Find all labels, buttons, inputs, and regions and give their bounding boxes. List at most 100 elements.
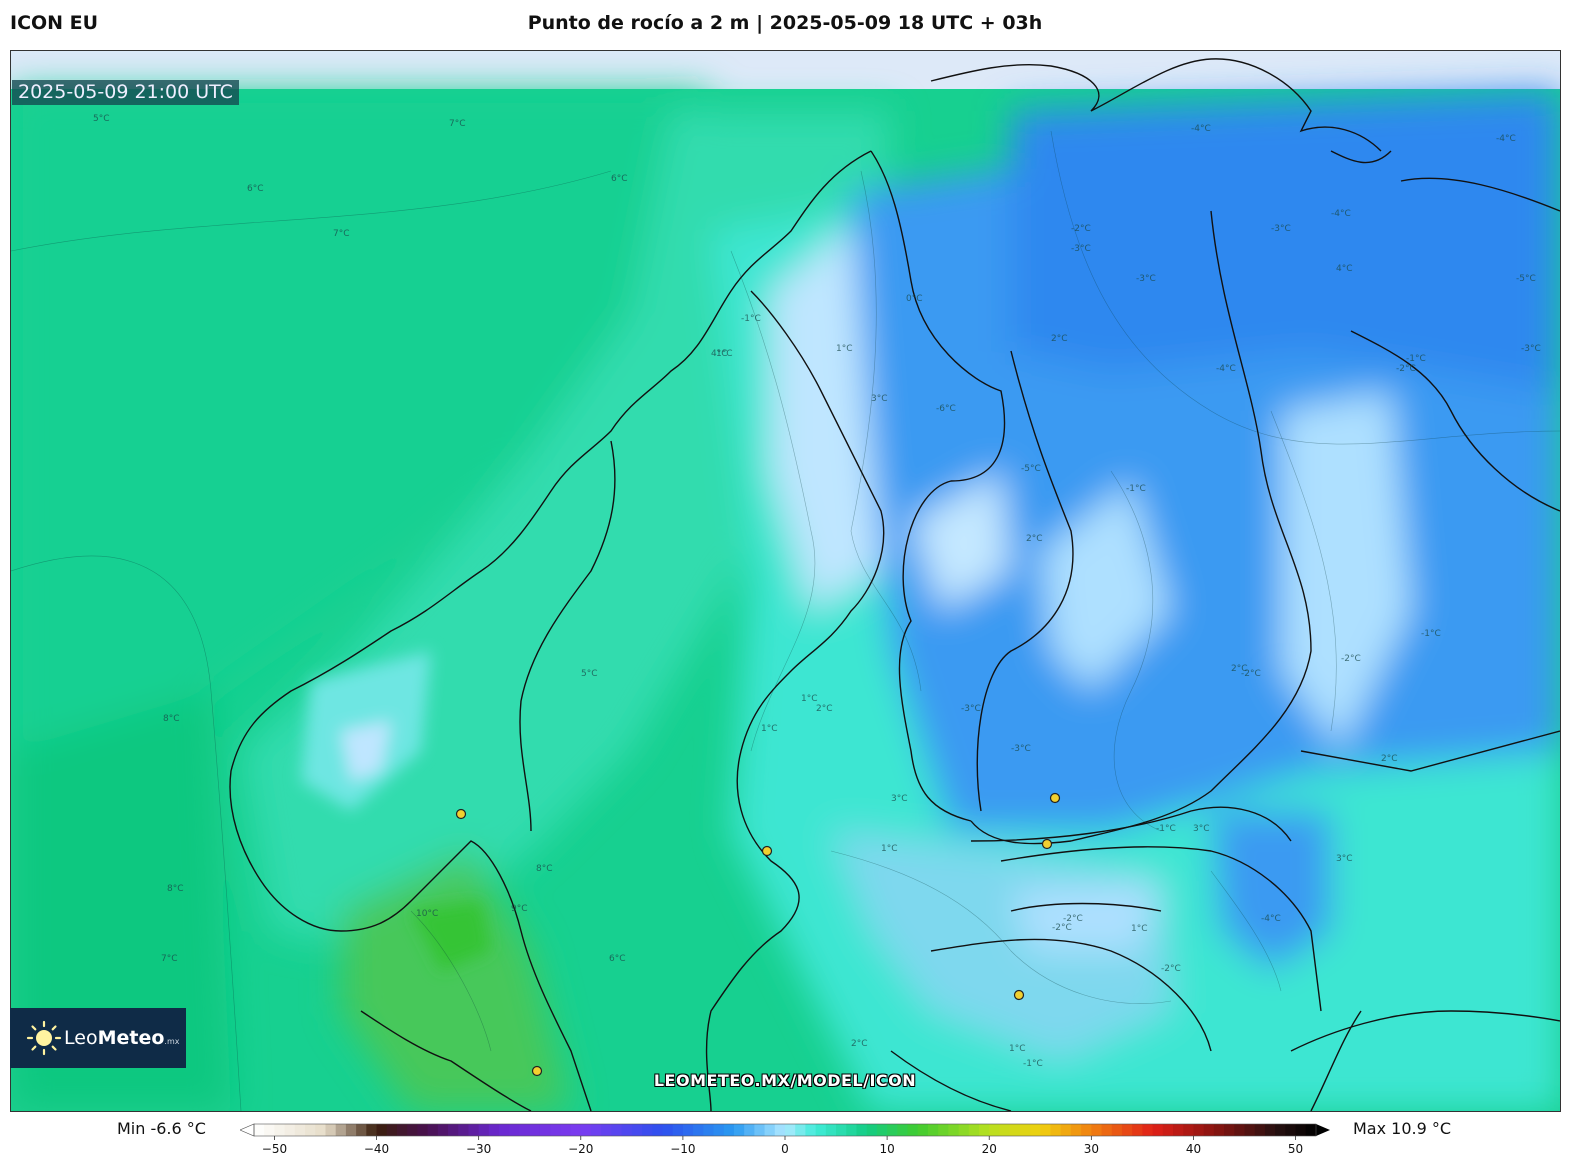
contour-label: -4°C xyxy=(1496,134,1516,144)
contour-label: 3°C xyxy=(1336,854,1353,864)
colorbar-tick-label: 0 xyxy=(781,1142,789,1156)
colorbar-segment xyxy=(284,1124,296,1136)
contour-label: 2°C xyxy=(1381,754,1398,764)
chart-title: Punto de rocío a 2 m | 2025-05-09 18 UTC… xyxy=(527,12,1043,34)
contour-label: 7°C xyxy=(449,119,466,129)
leometeo-logo[interactable]: LeoMeteo.mx xyxy=(10,1008,186,1068)
logo-text: LeoMeteo.mx xyxy=(64,1027,180,1049)
colorbar-tick-label: −20 xyxy=(568,1142,594,1156)
colorbar-segment xyxy=(550,1124,561,1136)
contour-label: 3°C xyxy=(871,394,888,404)
colorbar-segment xyxy=(1070,1124,1082,1136)
colorbar-segment xyxy=(764,1124,776,1136)
colorbar-segment xyxy=(1183,1124,1194,1136)
colorbar-segment xyxy=(999,1124,1011,1136)
colorbar-segment xyxy=(662,1124,674,1136)
contour-label: 2°C xyxy=(851,1039,868,1049)
contour-label: 9°C xyxy=(511,904,528,914)
contour-label: 4°C xyxy=(711,349,728,359)
colorbar-tick-label: −40 xyxy=(363,1142,390,1156)
colorbar-tick-label: −10 xyxy=(670,1142,696,1156)
city-marker xyxy=(761,845,773,857)
contour-label: -1°C xyxy=(741,314,761,324)
dewpoint-map[interactable]: 5°C 6°C 7°C 8°C 8°C 7°C 7°C 6°C 6°C -1°C 1°C 1°C -1°… xyxy=(11,51,1560,1111)
colorbar-segment xyxy=(1234,1124,1246,1136)
colorbar-segment xyxy=(795,1124,806,1136)
colorbar-segment xyxy=(968,1124,980,1136)
colorbar-segment xyxy=(601,1124,612,1136)
colorbar-segment xyxy=(560,1124,572,1136)
colorbar-segment xyxy=(570,1124,582,1136)
contour-label: -2°C xyxy=(1341,654,1361,664)
colorbar-segment xyxy=(836,1124,847,1136)
colorbar-segment xyxy=(642,1124,653,1136)
contour-label: -4°C xyxy=(1331,209,1351,219)
contour-label: -1°C xyxy=(1421,629,1441,639)
colorbar-tick-label: 20 xyxy=(981,1142,997,1156)
colorbar-segment xyxy=(315,1124,326,1136)
colorbar-tick-label: 10 xyxy=(879,1142,895,1156)
city-marker xyxy=(1049,792,1061,804)
contour-label: 5°C xyxy=(93,114,110,124)
colorbar-segment xyxy=(1050,1124,1062,1136)
city-marker xyxy=(1041,838,1053,850)
contour-label: -6°C xyxy=(936,404,956,414)
contour-label: -1°C xyxy=(1406,354,1426,364)
valid-time-badge: 2025-05-09 21:00 UTC xyxy=(12,80,239,105)
colorbar-segment xyxy=(907,1124,919,1136)
colorbar xyxy=(240,1123,1330,1140)
colorbar-segment xyxy=(1285,1124,1297,1136)
colorbar-segment xyxy=(856,1124,868,1136)
colorbar-segment xyxy=(1132,1124,1143,1136)
colorbar-segment xyxy=(958,1124,970,1136)
colorbar-segment xyxy=(713,1124,725,1136)
contour-label: 1°C xyxy=(1131,924,1148,934)
contour-label: 3°C xyxy=(1193,824,1210,834)
contour-label: 10°C xyxy=(416,909,438,919)
colorbar-segment xyxy=(917,1124,929,1136)
contour-label: 1°C xyxy=(881,844,898,854)
colorbar-segment xyxy=(897,1124,909,1136)
colorbar-segment xyxy=(519,1124,531,1136)
contour-label: -2°C xyxy=(1071,224,1091,234)
colorbar-segment xyxy=(437,1124,449,1136)
contour-label: -3°C xyxy=(1071,244,1091,254)
contour-label: -4°C xyxy=(1261,914,1281,924)
colorbar-segment xyxy=(876,1124,888,1136)
colorbar-segment xyxy=(335,1124,347,1136)
contour-label: 1°C xyxy=(1009,1044,1026,1054)
colorbar-segment xyxy=(1305,1124,1317,1136)
contour-label: -4°C xyxy=(1191,124,1211,134)
contour-label: -1°C xyxy=(1126,484,1146,494)
colorbar-segment xyxy=(1111,1124,1123,1136)
colorbar-segment xyxy=(744,1124,755,1136)
colorbar-tick-label: 50 xyxy=(1287,1142,1304,1156)
colorbar-segment xyxy=(682,1124,694,1136)
contour-label: -3°C xyxy=(961,704,981,714)
city-marker xyxy=(455,808,467,820)
contour-label: 8°C xyxy=(167,884,184,894)
colorbar-segment xyxy=(1152,1124,1164,1136)
colorbar-segment xyxy=(529,1124,541,1136)
contour-label: -3°C xyxy=(1271,224,1291,234)
city-marker xyxy=(1013,989,1025,1001)
map-panel[interactable]: 5°C 6°C 7°C 8°C 8°C 7°C 7°C 6°C 6°C -1°C 1°C 1°C -1°… xyxy=(10,50,1561,1112)
colorbar-segment xyxy=(938,1124,949,1136)
contour-label: 6°C xyxy=(247,184,264,194)
contour-label: 2°C xyxy=(1231,664,1248,674)
colorbar-tick-label: −30 xyxy=(465,1142,492,1156)
colorbar-segment xyxy=(1040,1124,1051,1136)
colorbar-segment xyxy=(1142,1124,1154,1136)
contour-label: 7°C xyxy=(333,229,350,239)
contour-label: 8°C xyxy=(163,714,180,724)
colorbar-segment xyxy=(927,1124,939,1136)
colorbar-segment xyxy=(1121,1124,1133,1136)
contour-label: -2°C xyxy=(1241,669,1261,679)
colorbar-segment xyxy=(580,1124,592,1136)
colorbar-segment xyxy=(509,1124,520,1136)
colorbar-segment xyxy=(948,1124,960,1136)
colorbar-segment xyxy=(468,1124,480,1136)
colorbar-segment xyxy=(723,1124,735,1136)
colorbar-segment xyxy=(407,1124,418,1136)
colorbar-segment xyxy=(590,1124,602,1136)
